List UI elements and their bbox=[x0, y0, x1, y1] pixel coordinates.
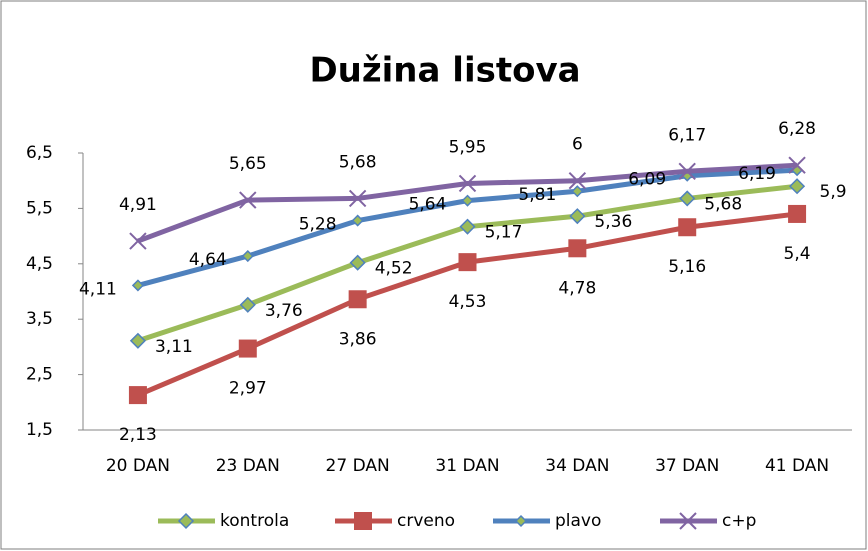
data-label: 6,19 bbox=[738, 164, 776, 184]
data-label: 4,11 bbox=[79, 279, 117, 299]
data-label: 4,64 bbox=[189, 250, 227, 270]
legend-label: crveno bbox=[397, 511, 455, 531]
data-label: 5,64 bbox=[409, 195, 447, 215]
marker bbox=[351, 214, 364, 227]
legend-label: plavo bbox=[555, 511, 601, 531]
data-label: 3,76 bbox=[265, 301, 303, 321]
marker bbox=[177, 512, 195, 530]
marker bbox=[239, 191, 257, 209]
marker bbox=[348, 290, 367, 309]
data-label: 6,28 bbox=[778, 119, 816, 139]
marker bbox=[241, 249, 254, 263]
x-tick-label: 23 DAN bbox=[216, 456, 280, 476]
data-label: 5,4 bbox=[784, 244, 811, 264]
marker bbox=[679, 512, 697, 530]
marker bbox=[129, 332, 146, 349]
y-tick-label: 3,5 bbox=[26, 309, 53, 329]
data-label: 2,13 bbox=[119, 425, 157, 445]
data-label: 5,16 bbox=[668, 257, 706, 277]
marker bbox=[788, 156, 806, 174]
x-tick-label: 31 DAN bbox=[435, 456, 499, 476]
data-label: 4,52 bbox=[375, 259, 413, 279]
data-label: 2,97 bbox=[229, 379, 267, 399]
y-tick-label: 2,5 bbox=[26, 365, 53, 385]
data-label: 6 bbox=[572, 135, 583, 155]
data-label: 4,53 bbox=[449, 292, 487, 312]
x-tick-label: 27 DAN bbox=[326, 456, 390, 476]
data-label: 5,36 bbox=[594, 212, 632, 232]
marker bbox=[678, 218, 697, 237]
data-label: 4,91 bbox=[119, 195, 157, 215]
x-tick-label: 41 DAN bbox=[765, 456, 829, 476]
data-label: 5,95 bbox=[449, 137, 487, 157]
marker bbox=[788, 204, 807, 223]
data-label: 6,17 bbox=[668, 125, 706, 145]
marker bbox=[678, 162, 696, 180]
marker bbox=[568, 171, 587, 190]
data-label: 3,86 bbox=[339, 329, 377, 349]
y-tick-label: 6,5 bbox=[26, 143, 53, 163]
marker bbox=[354, 512, 372, 530]
x-tick-label: 34 DAN bbox=[545, 456, 609, 476]
y-tick-label: 1,5 bbox=[26, 420, 53, 440]
marker bbox=[239, 296, 256, 313]
data-label: 5,68 bbox=[339, 152, 377, 172]
marker bbox=[458, 174, 477, 193]
marker bbox=[789, 178, 806, 195]
marker bbox=[349, 254, 366, 271]
y-tick-label: 5,5 bbox=[26, 198, 53, 218]
y-tick-label: 4,5 bbox=[26, 254, 53, 274]
marker bbox=[459, 218, 476, 235]
data-label: 3,11 bbox=[155, 337, 193, 357]
marker bbox=[458, 253, 477, 272]
data-label: 5,81 bbox=[518, 185, 556, 205]
marker bbox=[131, 279, 144, 292]
x-tick-label: 37 DAN bbox=[655, 456, 719, 476]
legend-label: c+p bbox=[722, 511, 756, 531]
marker bbox=[129, 232, 147, 250]
marker bbox=[569, 208, 586, 225]
marker bbox=[679, 190, 696, 207]
legend-label: kontrola bbox=[220, 511, 289, 531]
data-label: 5,28 bbox=[299, 215, 337, 235]
data-label: 5,65 bbox=[229, 154, 267, 174]
data-label: 5,9 bbox=[820, 182, 847, 202]
marker bbox=[128, 386, 147, 405]
data-label: 5,68 bbox=[704, 194, 742, 214]
x-tick-label: 20 DAN bbox=[106, 456, 170, 476]
marker bbox=[568, 239, 587, 258]
marker bbox=[514, 514, 528, 528]
marker bbox=[571, 185, 584, 198]
marker bbox=[238, 339, 257, 358]
chart-title: Dužina listova bbox=[309, 51, 580, 91]
data-label: 5,17 bbox=[485, 223, 523, 243]
data-label: 6,09 bbox=[628, 170, 666, 190]
data-label: 4,78 bbox=[558, 278, 596, 298]
marker bbox=[461, 194, 474, 207]
marker bbox=[348, 189, 367, 208]
